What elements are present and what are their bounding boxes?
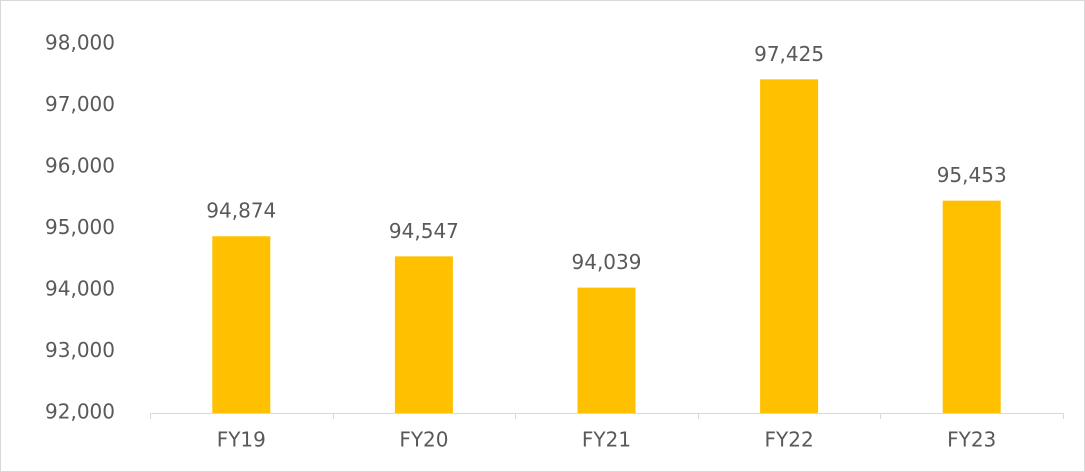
bar <box>212 236 271 413</box>
bar <box>760 79 819 414</box>
y-tick-label: 98,000 <box>45 31 115 55</box>
y-tick-label: 95,000 <box>45 215 115 239</box>
value-label: 97,425 <box>754 42 824 66</box>
y-tick-label: 92,000 <box>45 400 115 424</box>
value-label: 94,039 <box>572 250 642 274</box>
value-label: 95,453 <box>937 163 1007 187</box>
value-label: 94,874 <box>206 199 276 223</box>
value-label: 94,547 <box>389 219 459 243</box>
bar <box>942 200 1001 413</box>
bar <box>577 287 636 413</box>
x-tick-label: FY22 <box>765 428 814 452</box>
bar <box>394 256 453 413</box>
y-tick-label: 94,000 <box>45 277 115 301</box>
x-tick-label: FY19 <box>217 428 266 452</box>
x-tick-label: FY23 <box>947 428 996 452</box>
y-tick-label: 97,000 <box>45 92 115 116</box>
x-tick-label: FY21 <box>582 428 631 452</box>
x-tick-label: FY20 <box>399 428 448 452</box>
y-tick-label: 96,000 <box>45 154 115 178</box>
y-tick-label: 93,000 <box>45 338 115 362</box>
